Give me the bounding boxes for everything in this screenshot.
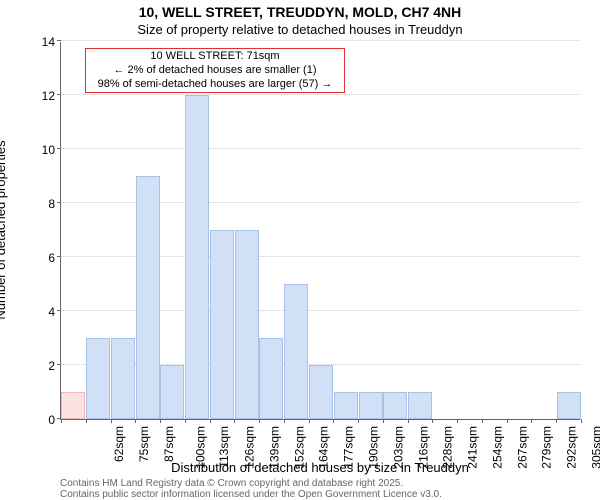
x-tick-mark xyxy=(383,419,384,423)
x-tick-mark xyxy=(408,419,409,423)
y-tick-mark xyxy=(57,202,61,203)
x-tick-mark xyxy=(210,419,211,423)
annotation-box: 10 WELL STREET: 71sqm ← 2% of detached h… xyxy=(85,48,345,93)
y-tick-mark xyxy=(57,310,61,311)
bar xyxy=(359,392,383,419)
bar xyxy=(86,338,110,419)
bar xyxy=(334,392,358,419)
bar xyxy=(284,284,308,419)
gridline xyxy=(61,40,580,41)
x-tick-label: 190sqm xyxy=(367,426,381,469)
y-tick-mark xyxy=(57,40,61,41)
x-tick-label: 241sqm xyxy=(466,426,480,469)
annotation-line-1: 10 WELL STREET: 71sqm xyxy=(88,50,342,64)
x-tick-label: 216sqm xyxy=(416,426,430,469)
y-tick-mark xyxy=(57,94,61,95)
x-tick-mark xyxy=(284,419,285,423)
x-tick-mark xyxy=(333,419,334,423)
y-tick-label: 12 xyxy=(25,89,55,103)
x-tick-mark xyxy=(457,419,458,423)
y-tick-label: 10 xyxy=(25,143,55,157)
bar xyxy=(111,338,135,419)
x-tick-mark xyxy=(531,419,532,423)
bar-highlight xyxy=(61,392,85,419)
chart-title: 10, WELL STREET, TREUDDYN, MOLD, CH7 4NH xyxy=(0,4,600,20)
x-tick-mark xyxy=(234,419,235,423)
bar xyxy=(185,95,209,419)
x-tick-mark xyxy=(86,419,87,423)
bar xyxy=(259,338,283,419)
bar xyxy=(136,176,160,419)
y-tick-mark xyxy=(57,256,61,257)
x-tick-mark xyxy=(135,419,136,423)
x-tick-label: 139sqm xyxy=(268,426,282,469)
gridline xyxy=(61,94,580,95)
x-tick-mark xyxy=(482,419,483,423)
x-tick-mark xyxy=(160,419,161,423)
x-tick-label: 152sqm xyxy=(292,426,306,469)
y-tick-label: 6 xyxy=(25,251,55,265)
x-tick-label: 292sqm xyxy=(565,426,579,469)
chart-container: 10, WELL STREET, TREUDDYN, MOLD, CH7 4NH… xyxy=(0,0,600,500)
x-tick-label: 113sqm xyxy=(217,426,231,468)
x-tick-mark xyxy=(556,419,557,423)
x-tick-mark xyxy=(185,419,186,423)
y-tick-label: 0 xyxy=(25,413,55,427)
bar xyxy=(383,392,407,419)
x-tick-label: 75sqm xyxy=(137,426,151,462)
x-tick-label: 164sqm xyxy=(317,426,331,469)
x-tick-label: 62sqm xyxy=(112,426,126,462)
x-tick-mark xyxy=(507,419,508,423)
x-tick-mark xyxy=(111,419,112,423)
y-tick-label: 8 xyxy=(25,197,55,211)
plot-area: 10 WELL STREET: 71sqm ← 2% of detached h… xyxy=(60,42,580,420)
x-tick-mark xyxy=(581,419,582,423)
bar xyxy=(160,365,184,419)
x-tick-mark xyxy=(432,419,433,423)
y-tick-label: 14 xyxy=(25,35,55,49)
x-tick-mark xyxy=(259,419,260,423)
bar xyxy=(235,230,259,419)
x-tick-label: 203sqm xyxy=(391,426,405,469)
x-tick-label: 87sqm xyxy=(162,426,176,462)
footnote-2: Contains public sector information licen… xyxy=(60,489,442,500)
bar xyxy=(408,392,432,419)
x-tick-label: 254sqm xyxy=(491,426,505,469)
x-tick-mark xyxy=(61,419,62,423)
bar xyxy=(210,230,234,419)
bar xyxy=(309,365,333,419)
x-tick-mark xyxy=(358,419,359,423)
footnote-1: Contains HM Land Registry data © Crown c… xyxy=(60,478,403,489)
annotation-line-2: ← 2% of detached houses are smaller (1) xyxy=(88,64,342,78)
x-tick-label: 126sqm xyxy=(243,426,257,469)
x-tick-label: 228sqm xyxy=(441,426,455,469)
y-tick-mark xyxy=(57,148,61,149)
x-tick-label: 177sqm xyxy=(342,426,356,469)
y-tick-label: 4 xyxy=(25,305,55,319)
annotation-line-3: 98% of semi-detached houses are larger (… xyxy=(88,78,342,92)
x-tick-label: 279sqm xyxy=(540,426,554,469)
y-tick-label: 2 xyxy=(25,359,55,373)
x-tick-label: 305sqm xyxy=(590,426,600,469)
x-tick-mark xyxy=(309,419,310,423)
gridline xyxy=(61,148,580,149)
x-tick-label: 100sqm xyxy=(193,426,207,469)
chart-subtitle: Size of property relative to detached ho… xyxy=(0,22,600,37)
bar xyxy=(557,392,581,419)
y-axis-label: Number of detached properties xyxy=(0,140,8,319)
y-tick-mark xyxy=(57,364,61,365)
x-tick-label: 267sqm xyxy=(515,426,529,469)
